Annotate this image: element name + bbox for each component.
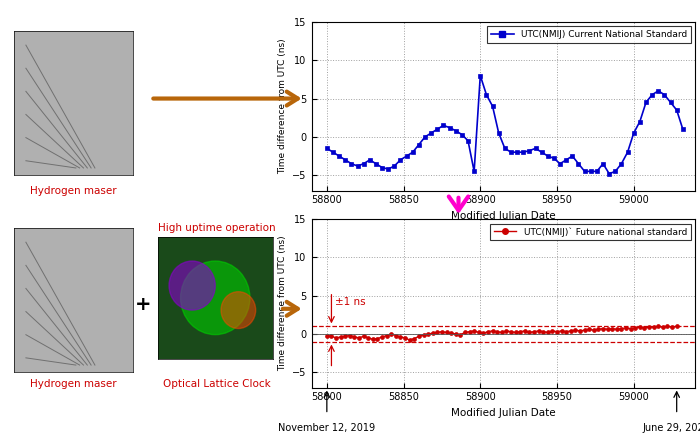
X-axis label: Modified Julian Date: Modified Julian Date: [451, 408, 556, 418]
Text: +: +: [135, 295, 152, 314]
Text: ±1 ns: ±1 ns: [335, 297, 365, 307]
Text: June 29, 2020: June 29, 2020: [643, 423, 700, 433]
Text: High uptime operation: High uptime operation: [158, 223, 276, 233]
Text: Hydrogen maser: Hydrogen maser: [30, 186, 117, 196]
X-axis label: Modified Julian Date: Modified Julian Date: [451, 211, 556, 221]
Text: November 12, 2019: November 12, 2019: [279, 423, 375, 433]
Text: Optical Lattice Clock: Optical Lattice Clock: [163, 379, 271, 389]
Y-axis label: Time difference from UTC (ns): Time difference from UTC (ns): [278, 236, 287, 371]
Circle shape: [221, 292, 255, 328]
Legend: UTC(NMIJ)` Future national standard: UTC(NMIJ)` Future national standard: [490, 223, 691, 240]
Text: Hydrogen maser: Hydrogen maser: [30, 379, 117, 389]
Legend: UTC(NMIJ) Current National Standard: UTC(NMIJ) Current National Standard: [487, 26, 691, 42]
Circle shape: [169, 261, 216, 310]
Y-axis label: Time difference from UTC (ns): Time difference from UTC (ns): [278, 39, 287, 174]
Circle shape: [181, 261, 250, 335]
